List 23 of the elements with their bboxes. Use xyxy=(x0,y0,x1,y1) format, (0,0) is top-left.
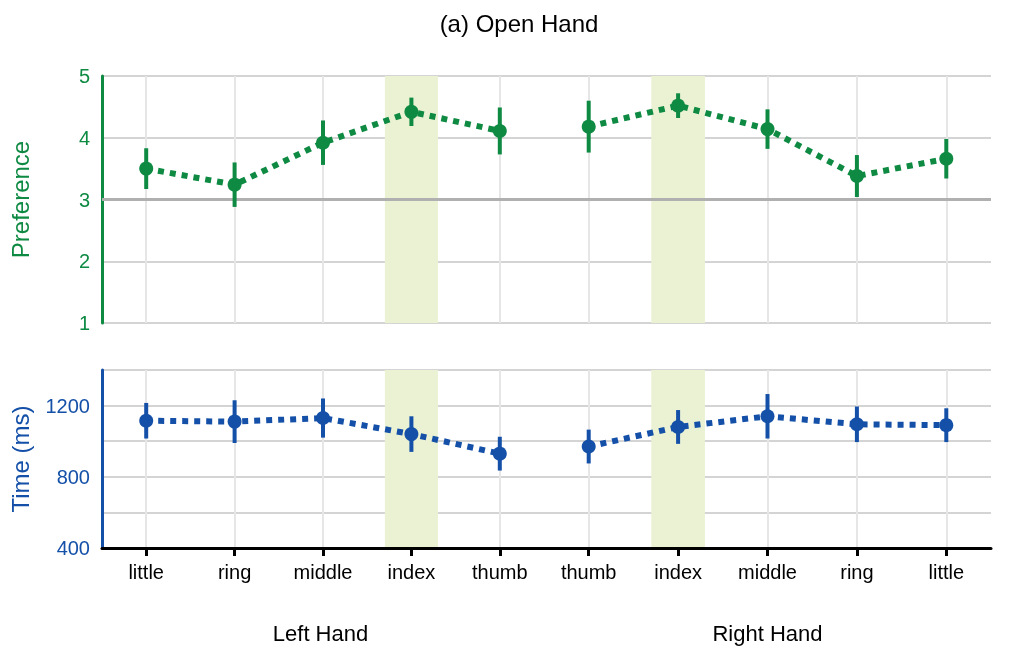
x-tick-label: middle xyxy=(738,561,797,583)
text: Right Hand xyxy=(712,620,823,646)
x-tick-label: little xyxy=(128,561,164,583)
y-axis-title: Time (ms) xyxy=(6,405,34,513)
y-tick-label: 2 xyxy=(78,250,90,273)
y-tick-label: 400 xyxy=(56,537,90,559)
y-tick-label: 1 xyxy=(78,312,90,334)
x-tick-label: thumb xyxy=(560,561,617,583)
y-tick-label: 800 xyxy=(56,465,90,488)
x-tick-label: middle xyxy=(293,561,353,583)
x-tick-label: little xyxy=(928,561,965,583)
y-tick-label: 4 xyxy=(78,126,90,149)
x-tick-label: ring xyxy=(217,561,252,583)
y-axis-title: Preference xyxy=(6,140,34,259)
y-tick-label: 3 xyxy=(78,188,90,211)
text: Left Hand xyxy=(272,620,369,646)
x-tick-label: ring xyxy=(840,561,874,583)
x-tick-label: thumb xyxy=(472,561,528,583)
y-tick-label: 5 xyxy=(78,65,90,87)
chart-title: (a) Open Hand xyxy=(439,9,599,37)
x-tick-label: index xyxy=(387,561,436,583)
x-tick-label: index xyxy=(654,561,703,583)
y-tick-label: 1200 xyxy=(45,394,90,417)
